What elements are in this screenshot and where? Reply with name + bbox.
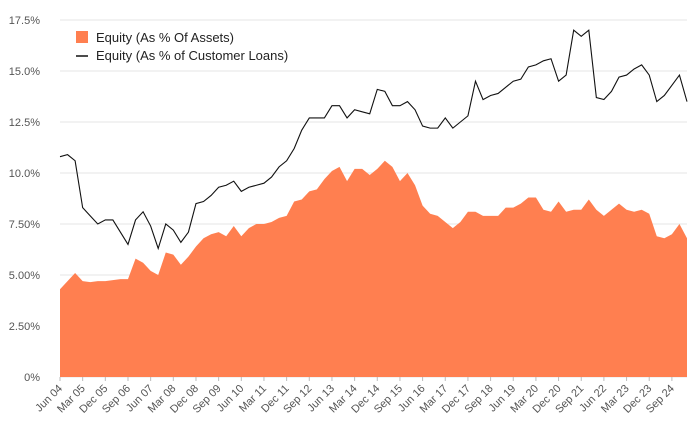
y-tick-label: 10.0%	[9, 168, 40, 180]
legend: Equity (As % Of Assets) Equity (As % of …	[76, 30, 288, 63]
line-equity-loans	[59, 29, 688, 251]
line-series	[59, 29, 688, 251]
y-tick-label: 2.50%	[9, 321, 40, 333]
y-axis: 0% 2.50% 5.00% 7.50% 10.0% 12.5% 15.0% 17.5%	[9, 15, 40, 384]
y-tick-label: 12.5%	[9, 117, 40, 129]
y-tick-label: 15.0%	[9, 66, 40, 78]
legend-label-loans: Equity (As % of Customer Loans)	[96, 48, 288, 63]
area-equity-assets	[60, 160, 687, 377]
legend-label-assets: Equity (As % Of Assets)	[96, 30, 234, 45]
area-series	[60, 160, 687, 377]
y-tick-label: 5.00%	[9, 270, 40, 282]
y-tick-label: 17.5%	[9, 15, 40, 27]
y-tick-label: 0%	[24, 372, 40, 384]
y-tick-label: 7.50%	[9, 219, 40, 231]
legend-swatch-assets	[76, 31, 88, 43]
